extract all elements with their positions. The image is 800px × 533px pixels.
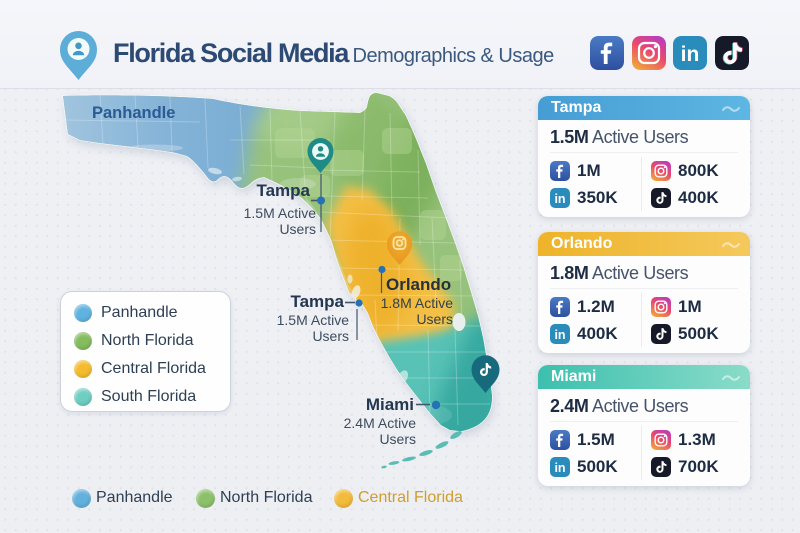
svg-text:in: in <box>681 43 700 66</box>
svg-text:in: in <box>554 460 565 474</box>
svg-text:in: in <box>554 191 565 205</box>
svg-text:in: in <box>554 327 565 341</box>
